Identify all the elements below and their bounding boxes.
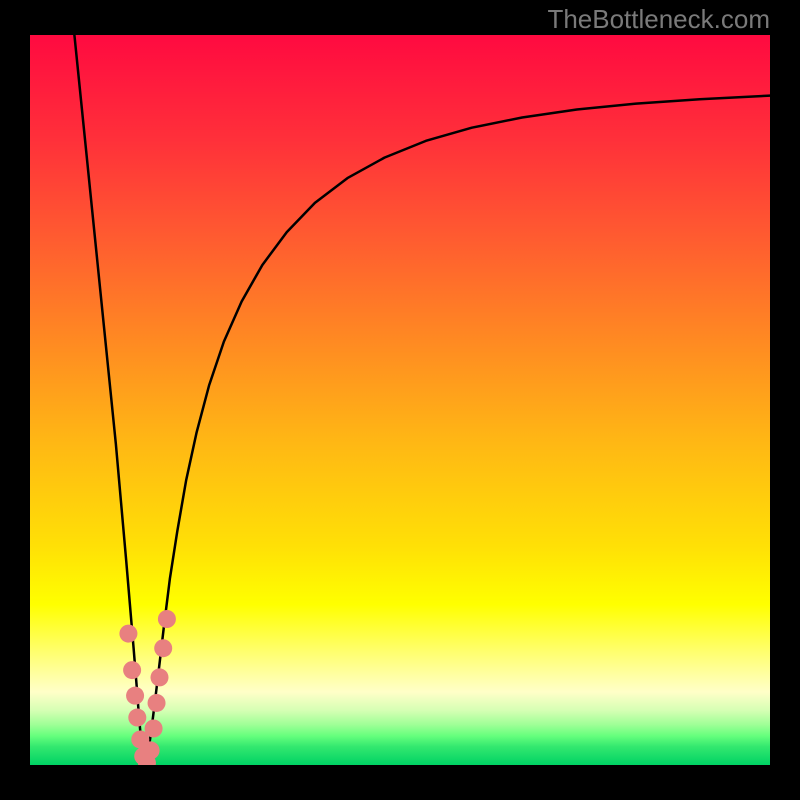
data-point [128, 709, 146, 727]
data-point [126, 687, 144, 705]
data-point [145, 720, 163, 738]
data-point [148, 694, 166, 712]
data-point [123, 661, 141, 679]
bottleneck-curve-chart [30, 35, 770, 765]
gradient-background [30, 35, 770, 765]
source-watermark: TheBottleneck.com [547, 4, 770, 35]
chart-frame: TheBottleneck.com [0, 0, 800, 800]
data-point [142, 741, 160, 759]
data-point [158, 610, 176, 628]
data-point [154, 639, 172, 657]
data-point [119, 625, 137, 643]
data-point [151, 668, 169, 686]
